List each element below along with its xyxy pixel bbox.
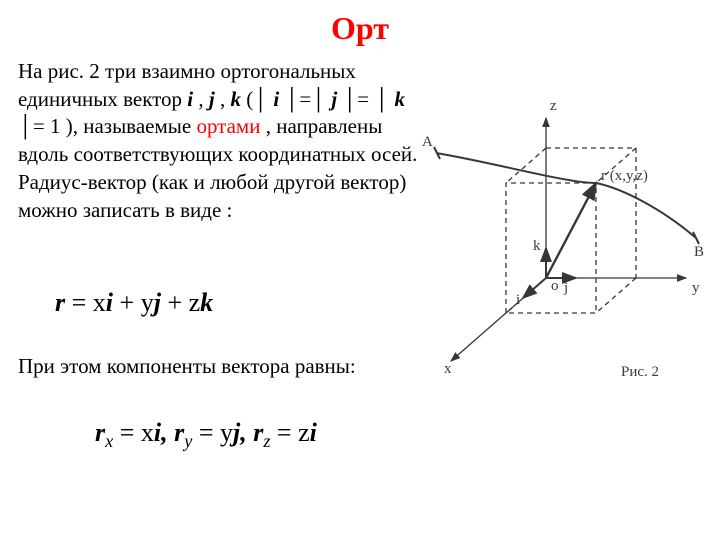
page-title: Орт — [0, 10, 720, 47]
eq1-r: r — [55, 288, 65, 317]
vec-j: j — [209, 87, 215, 111]
fig-caption: Рис. 2 — [621, 364, 659, 378]
eq1-eq: = — [72, 288, 93, 317]
fig-label-i: i — [516, 292, 520, 308]
para-c2: , — [220, 87, 231, 111]
mod-k: k — [395, 87, 406, 111]
fig-label-x: x — [444, 361, 452, 377]
eq2-i3: i — [310, 418, 317, 447]
fig-label-y: y — [692, 280, 700, 296]
para-t2: (│ — [246, 87, 268, 111]
para-t4: │= │ — [342, 87, 389, 111]
ort-word: ортами — [196, 114, 260, 138]
vec-i: i — [187, 87, 193, 111]
eq2-c2: , — [240, 418, 253, 447]
eq2-c1: , — [161, 418, 174, 447]
fig-label-B: B — [694, 244, 704, 260]
eq1-z: z — [189, 288, 201, 317]
eq1-p1: + — [120, 288, 141, 317]
eq2-s1: x — [105, 431, 113, 451]
eq1-j: j — [154, 288, 161, 317]
equation-2: rx = xi, ry = yj, rz = zi — [95, 418, 317, 452]
para-t3: │=│ — [284, 87, 326, 111]
eq2-eq3: = z — [277, 418, 310, 447]
eq1-k: k — [200, 288, 213, 317]
eq2-s2: y — [184, 431, 192, 451]
eq2-s3: z — [263, 431, 270, 451]
fig-label-j: j — [563, 280, 568, 296]
mod-j: j — [331, 87, 337, 111]
equation-1: r = xi + yj + zk — [55, 288, 213, 318]
eq1-i: i — [106, 288, 113, 317]
fig-label-r: r (x,y,z) — [601, 168, 648, 184]
fig-label-A: A — [422, 134, 433, 150]
mod-i: i — [273, 87, 279, 111]
eq1-x: x — [93, 288, 106, 317]
figure-2: A B z y x i j k o r (x,y,z) Рис. 2 — [416, 88, 706, 378]
eq2-r3: r — [253, 418, 263, 447]
eq2-eq1: = x — [120, 418, 154, 447]
para-t5: │= 1 ), называемые — [18, 114, 196, 138]
eq1-y: y — [141, 288, 154, 317]
main-paragraph: На рис. 2 три взаимно ортогональных един… — [18, 58, 418, 224]
fig-label-o: o — [551, 278, 559, 294]
eq2-eq2: = y — [199, 418, 233, 447]
eq1-p2: + — [167, 288, 188, 317]
eq2-r1: r — [95, 418, 105, 447]
vec-k: k — [230, 87, 241, 111]
fig-label-z: z — [550, 98, 557, 114]
para-c1: , — [198, 87, 209, 111]
eq2-r2: r — [174, 418, 184, 447]
paragraph-2: При этом компоненты вектора равны: — [18, 354, 448, 379]
fig-label-k: k — [533, 238, 541, 254]
